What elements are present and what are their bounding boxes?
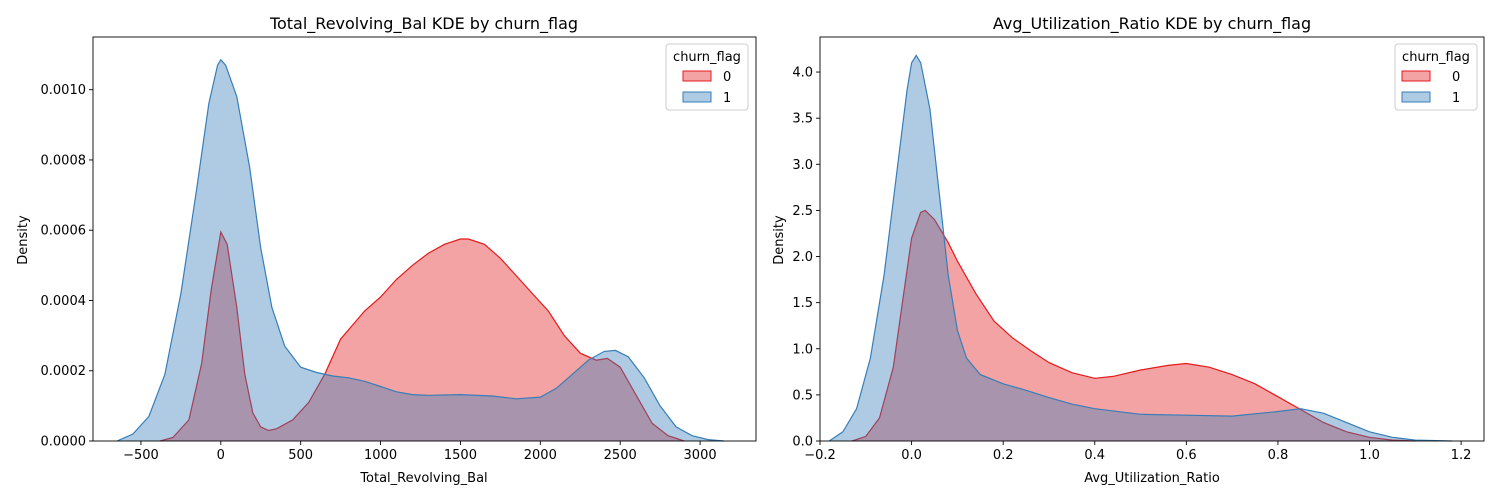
- legend-swatch-0: [682, 70, 712, 82]
- x-axis-label: Avg_Utilization_Ratio: [1084, 471, 1220, 486]
- axes-frame: [92, 36, 757, 442]
- legend-swatch-0: [1401, 70, 1431, 82]
- legend-swatch-1: [682, 91, 712, 103]
- y-tick-label: 0.0000: [41, 435, 87, 450]
- x-tick-label: 1.2: [1451, 448, 1472, 463]
- y-tick-label: 0.0004: [41, 294, 87, 309]
- y-tick-label: 0.0008: [41, 153, 87, 168]
- x-tick-label: 0: [217, 448, 225, 463]
- y-tick-label: 1.0: [792, 342, 813, 357]
- kde-area-series-1: [829, 55, 1452, 442]
- x-tick-label: 0.8: [1268, 448, 1289, 463]
- x-tick-label: 1000: [364, 448, 397, 463]
- x-tick-label: −0.2: [804, 448, 836, 463]
- x-axis-label: Total_Revolving_Bal: [359, 471, 487, 486]
- kde-area-series-0: [160, 232, 685, 441]
- y-tick-label: 2.0: [792, 250, 813, 265]
- kde-line-series-0: [851, 209, 1416, 442]
- x-tick-label: 3000: [684, 448, 717, 463]
- x-tick-label: 2000: [524, 448, 557, 463]
- x-tick-label: 1.0: [1359, 448, 1380, 463]
- x-tick-label: 0.6: [1176, 448, 1197, 463]
- x-tick-label: 0.4: [1084, 448, 1105, 463]
- chart-panel-utilization-ratio: Avg_Utilization_Ratio KDE by churn_flag …: [772, 14, 1485, 486]
- x-tick-label: −500: [123, 448, 159, 463]
- x-tick-label: 0.2: [993, 448, 1014, 463]
- y-axis-label: Density: [16, 215, 31, 265]
- legend-label-0: 0: [723, 70, 731, 85]
- chart-title: Avg_Utilization_Ratio KDE by churn_flag: [993, 14, 1311, 34]
- y-tick-label: 0.0002: [41, 364, 87, 379]
- y-tick-label: 2.5: [792, 204, 813, 219]
- y-tick-label: 0.0010: [41, 83, 87, 98]
- legend: churn_flag 0 1: [665, 43, 749, 111]
- x-tick-label: 500: [288, 448, 313, 463]
- y-tick-label: 3.0: [792, 158, 813, 173]
- x-tick-label: 2500: [604, 448, 637, 463]
- y-tick-label: 0.5: [792, 388, 813, 403]
- y-tick-label: 4.0: [792, 66, 813, 81]
- x-tick-label: 0.0: [901, 448, 922, 463]
- legend: churn_flag 0 1: [1394, 43, 1478, 111]
- kde-area-series-1: [117, 59, 724, 442]
- kde-line-series-1: [116, 58, 725, 442]
- kde-area-series-0: [852, 210, 1416, 441]
- plot-area: −500 0 500 1000 1500 2000 2500 3000 0.0000 0.0002…: [41, 36, 757, 463]
- legend-frame: [665, 43, 749, 111]
- chart-panel-revolving-bal: Total_Revolving_Bal KDE by churn_flag −5…: [16, 14, 757, 486]
- y-tick-label: 1.5: [792, 296, 813, 311]
- y-tick-label: 0.0006: [41, 224, 87, 239]
- y-tick-label: 3.5: [792, 112, 813, 127]
- legend-title: churn_flag: [1402, 50, 1470, 65]
- legend-label-1: 1: [1452, 91, 1460, 106]
- legend-frame: [1394, 43, 1478, 111]
- legend-label-0: 0: [1452, 70, 1460, 85]
- y-axis-label: Density: [772, 215, 787, 265]
- legend-title: churn_flag: [673, 50, 741, 65]
- chart-title: Total_Revolving_Bal KDE by churn_flag: [269, 14, 578, 34]
- x-tick-label: 1500: [444, 448, 477, 463]
- y-tick-label: 0.0: [792, 435, 813, 450]
- plot-area: −0.2 0.0 0.2 0.4 0.6 0.8 1.0 1.20.00.51.01.52.0…: [792, 36, 1485, 463]
- axes-frame: [819, 36, 1485, 442]
- legend-swatch-1: [1401, 91, 1431, 103]
- legend-label-1: 1: [723, 91, 731, 106]
- kde-line-series-0: [159, 230, 685, 442]
- kde-line-series-1: [828, 54, 1452, 442]
